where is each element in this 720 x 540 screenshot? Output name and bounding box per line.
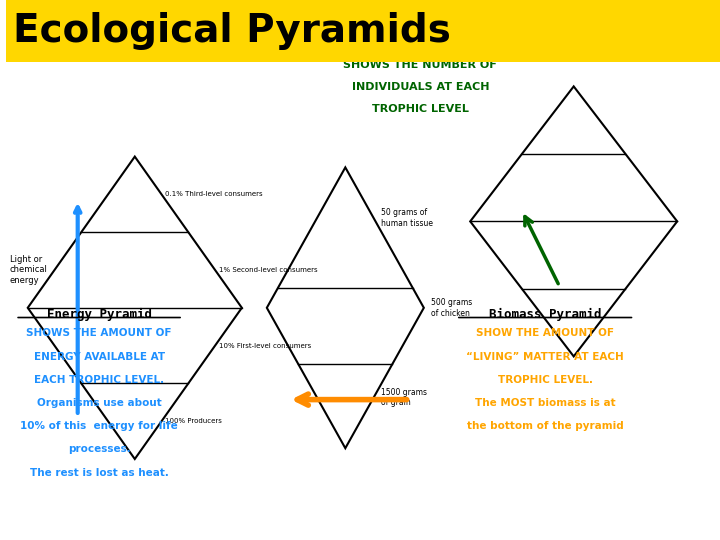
Text: SHOWS THE NUMBER OF: SHOWS THE NUMBER OF (343, 60, 497, 71)
Text: 0.1% Third-level consumers: 0.1% Third-level consumers (165, 191, 263, 198)
Text: 100% Producers: 100% Producers (165, 418, 222, 424)
Text: Light or
chemical
energy: Light or chemical energy (10, 255, 48, 285)
Text: 1% Second-level consumers: 1% Second-level consumers (219, 267, 318, 273)
Text: TROPHIC LEVEL.: TROPHIC LEVEL. (498, 375, 593, 385)
Text: Pyramid of Numbers: Pyramid of Numbers (348, 38, 492, 51)
Text: 10% First-level consumers: 10% First-level consumers (219, 342, 311, 349)
Text: Energy Pyramid: Energy Pyramid (47, 308, 152, 321)
Text: The MOST biomass is at: The MOST biomass is at (474, 398, 616, 408)
Text: Organisms use about: Organisms use about (37, 398, 161, 408)
Text: 10% of this  energy for life: 10% of this energy for life (20, 421, 178, 431)
Text: The rest is lost as heat.: The rest is lost as heat. (30, 468, 168, 478)
Text: the bottom of the pyramid: the bottom of the pyramid (467, 421, 624, 431)
Text: Biomass Pyramid: Biomass Pyramid (489, 308, 601, 321)
Text: INDIVIDUALS AT EACH: INDIVIDUALS AT EACH (351, 82, 489, 92)
Text: processes.: processes. (68, 444, 130, 455)
FancyBboxPatch shape (6, 0, 720, 62)
Text: 1500 grams
of grain: 1500 grams of grain (381, 388, 427, 407)
Text: EACH TROPHIC LEVEL.: EACH TROPHIC LEVEL. (34, 375, 164, 385)
Text: 500 grams
of chicken: 500 grams of chicken (431, 298, 472, 318)
Text: SHOW THE AMOUNT OF: SHOW THE AMOUNT OF (476, 328, 614, 339)
Text: TROPHIC LEVEL: TROPHIC LEVEL (372, 104, 469, 114)
Text: 50 grams of
human tissue: 50 grams of human tissue (381, 208, 433, 228)
Text: SHOWS THE AMOUNT OF: SHOWS THE AMOUNT OF (27, 328, 172, 339)
Text: ENERGY AVAILABLE AT: ENERGY AVAILABLE AT (34, 352, 165, 362)
Text: Ecological Pyramids: Ecological Pyramids (14, 12, 451, 50)
Text: “LIVING” MATTER AT EACH: “LIVING” MATTER AT EACH (467, 352, 624, 362)
